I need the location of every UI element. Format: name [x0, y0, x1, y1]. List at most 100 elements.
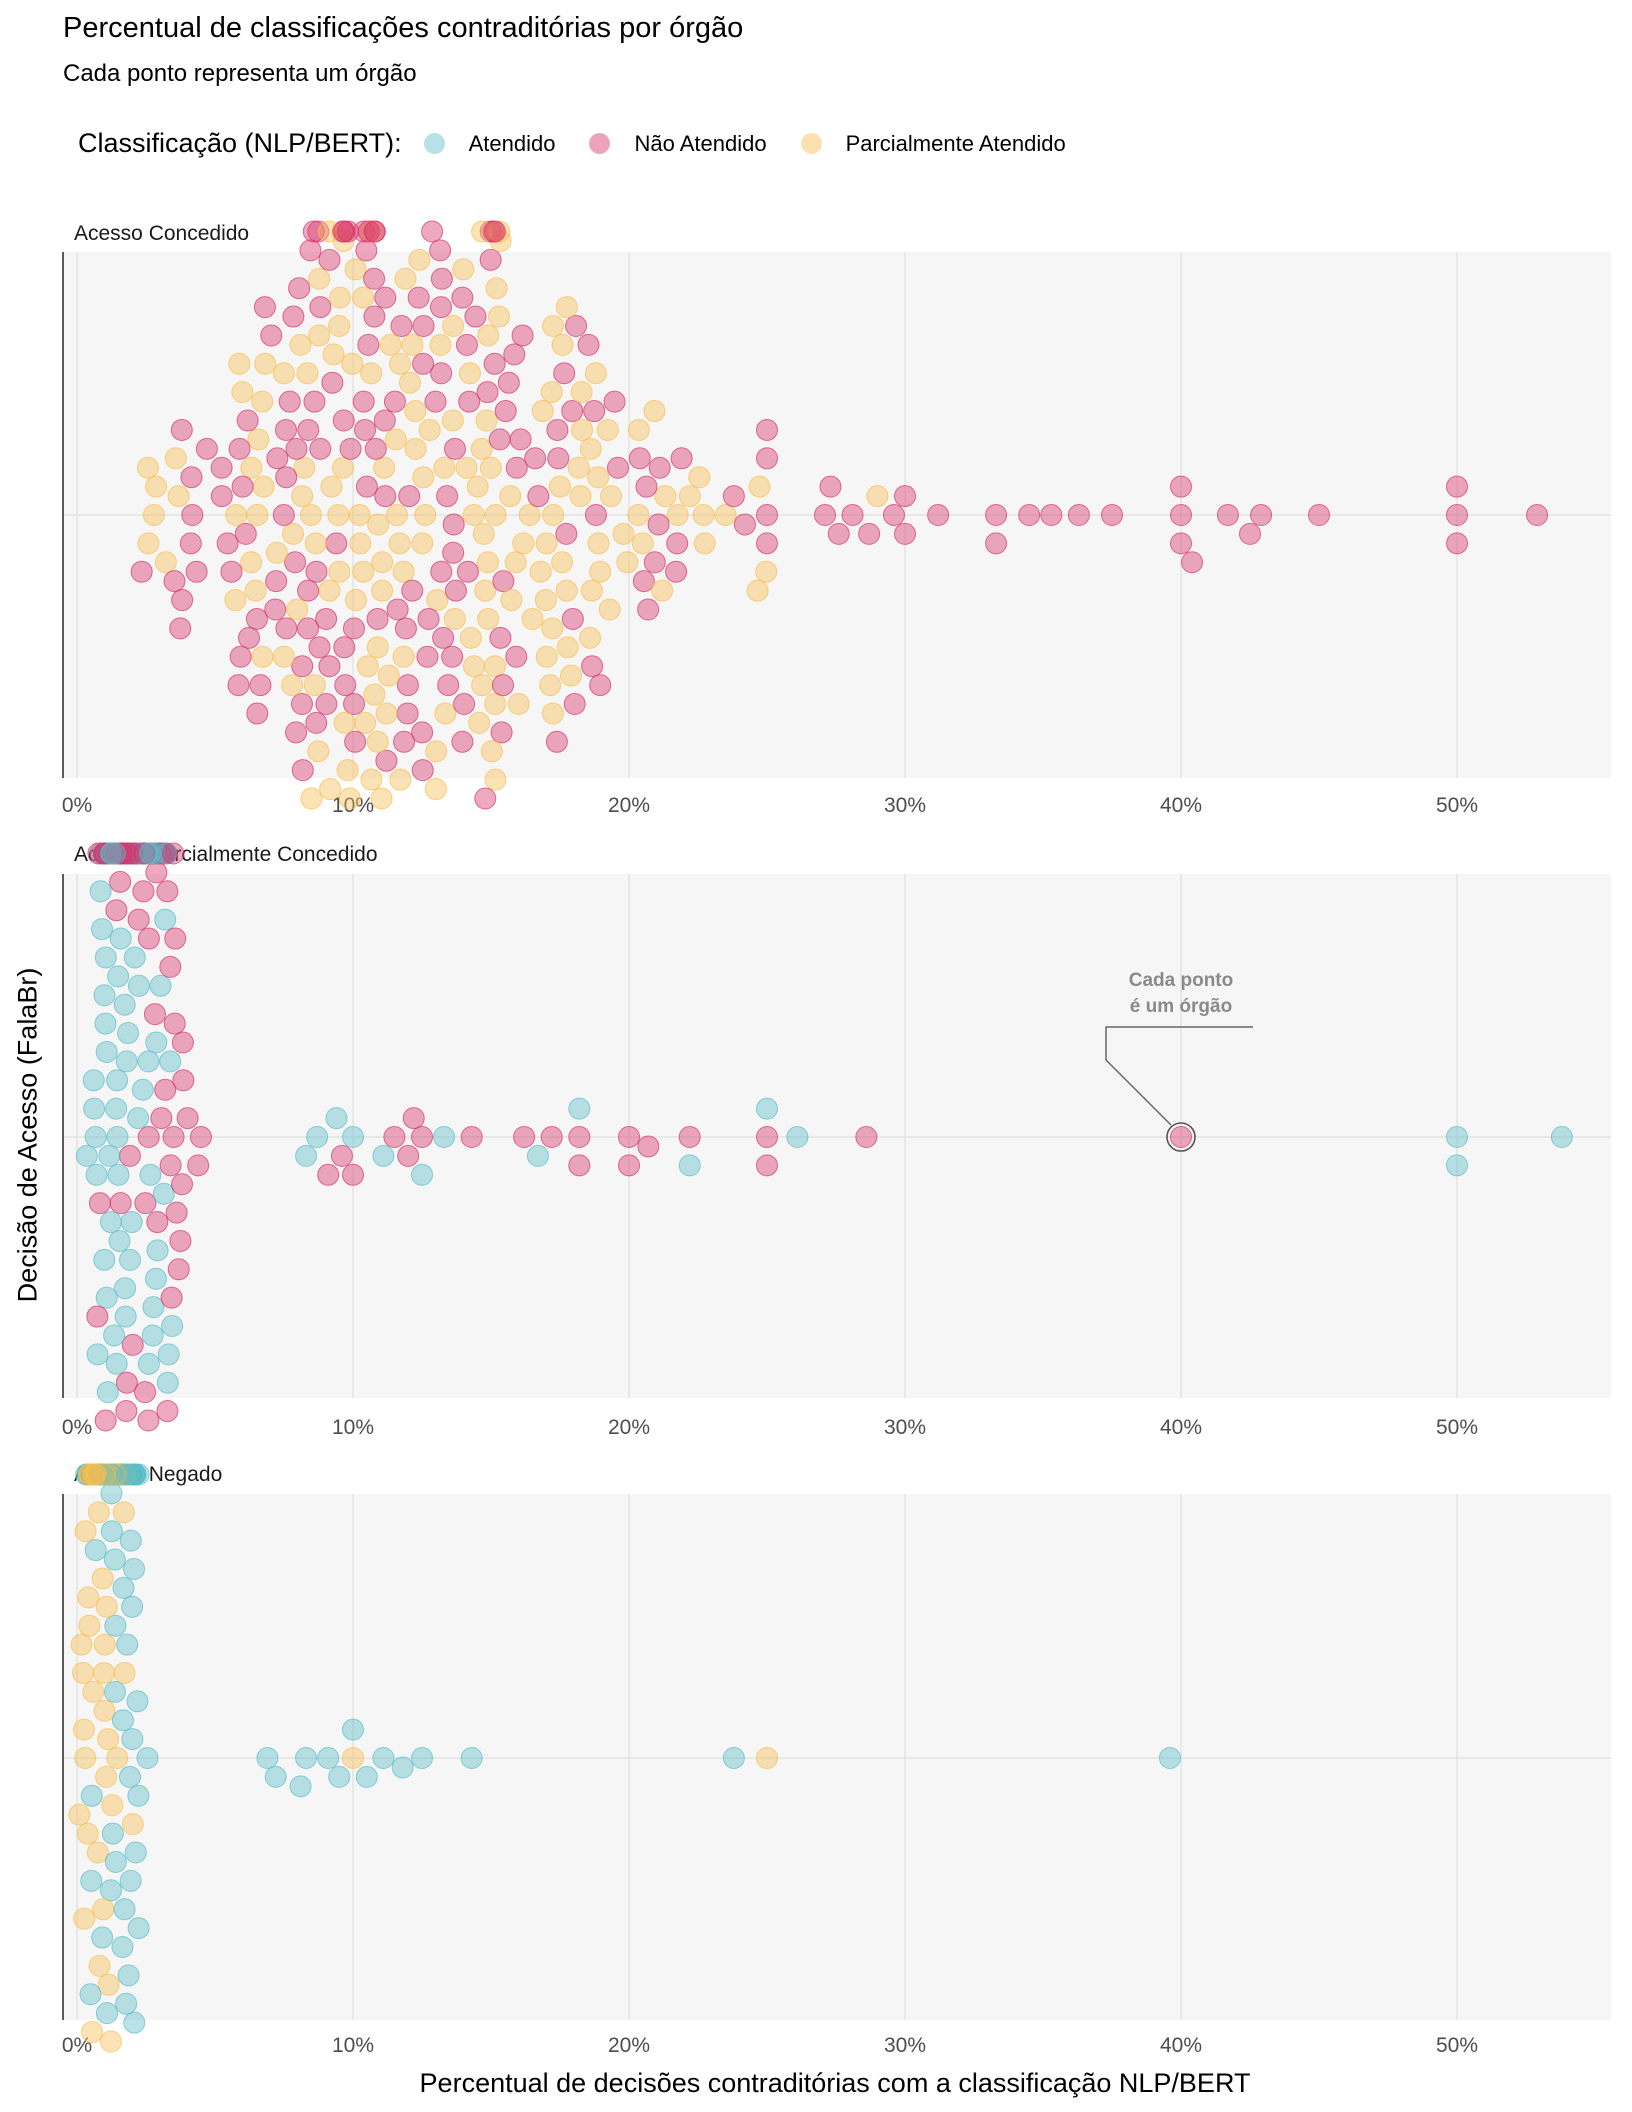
- data-point: [134, 1381, 157, 1404]
- data-point: [756, 418, 778, 441]
- data-point: [229, 645, 252, 668]
- legend-key-parcialmente-atendido: [800, 133, 822, 154]
- data-point: [637, 1135, 660, 1158]
- data-point: [616, 551, 639, 574]
- data-point: [364, 437, 387, 460]
- data-point: [1550, 1126, 1573, 1148]
- data-point: [1170, 1126, 1192, 1148]
- data-point: [370, 787, 393, 810]
- data-point: [104, 1614, 127, 1637]
- data-point: [156, 880, 179, 903]
- data-point: [143, 1003, 166, 1026]
- data-point: [210, 485, 233, 508]
- data-point: [429, 333, 452, 356]
- data-point: [164, 447, 187, 470]
- data-point: [443, 437, 466, 460]
- legend: Classificação (NLP/BERT): Atendido Não A…: [78, 128, 1100, 159]
- data-point: [568, 1097, 591, 1120]
- data-point: [342, 1126, 364, 1148]
- data-point: [570, 381, 593, 404]
- data-point: [453, 693, 476, 715]
- data-point: [81, 2021, 104, 2044]
- data-point: [627, 418, 650, 441]
- data-point: [114, 1277, 137, 1300]
- data-point: [275, 466, 298, 489]
- data-point: [503, 343, 526, 366]
- data-point: [144, 1267, 167, 1290]
- data-point: [260, 324, 283, 347]
- x-tick-label: 10%: [332, 1416, 374, 1439]
- data-point: [228, 352, 251, 375]
- data-point: [108, 1229, 131, 1252]
- data-point: [86, 1305, 109, 1328]
- data-point: [171, 589, 194, 612]
- data-point: [342, 617, 365, 640]
- data-point: [95, 1040, 118, 1063]
- data-point: [303, 674, 326, 697]
- data-point: [1446, 504, 1468, 526]
- data-point: [819, 475, 842, 498]
- data-point: [366, 636, 389, 659]
- data-point: [251, 645, 274, 668]
- data-point: [665, 560, 688, 583]
- data-point: [425, 740, 448, 763]
- data-point: [474, 787, 497, 810]
- data-point: [494, 400, 517, 423]
- x-tick-label: 10%: [332, 794, 374, 817]
- data-point: [92, 1661, 115, 1684]
- data-point: [265, 570, 288, 593]
- data-point: [265, 541, 288, 564]
- data-point: [541, 702, 564, 725]
- data-point: [272, 362, 295, 385]
- data-point: [389, 768, 412, 791]
- data-point: [195, 437, 218, 460]
- data-point: [786, 1126, 809, 1148]
- data-point: [489, 626, 512, 649]
- data-point: [111, 1936, 134, 1958]
- data-point: [518, 504, 541, 526]
- x-tick-label: 50%: [1436, 1416, 1478, 1439]
- data-point: [603, 390, 626, 413]
- data-point: [322, 343, 345, 366]
- data-point: [308, 267, 331, 290]
- data-point: [137, 927, 160, 950]
- panel-background: [63, 874, 1611, 1398]
- data-point: [384, 428, 407, 451]
- data-point: [397, 1144, 420, 1167]
- data-point: [121, 1728, 144, 1751]
- data-point: [169, 1229, 192, 1252]
- data-point: [331, 456, 354, 479]
- data-point: [107, 965, 130, 988]
- annotation-line1: Cada ponto: [1129, 970, 1234, 991]
- data-point: [722, 1747, 745, 1769]
- data-point: [245, 607, 268, 630]
- data-point: [133, 842, 156, 865]
- data-point: [363, 267, 386, 290]
- data-point: [426, 589, 449, 612]
- data-point: [396, 702, 419, 725]
- data-point: [416, 645, 439, 668]
- data-point: [756, 1747, 778, 1769]
- data-point: [568, 1154, 591, 1177]
- data-point: [134, 1192, 157, 1215]
- data-point: [120, 842, 143, 865]
- data-point: [84, 1126, 107, 1148]
- data-point: [185, 560, 208, 583]
- data-point: [1181, 551, 1204, 574]
- data-point: [357, 220, 380, 243]
- data-point: [354, 418, 377, 441]
- data-point: [96, 1381, 119, 1404]
- annotation-highlight-ring: [1166, 1122, 1196, 1152]
- data-point: [648, 456, 671, 479]
- data-point: [247, 428, 270, 451]
- data-point: [567, 456, 590, 479]
- data-point: [305, 711, 328, 734]
- x-tick-label: 30%: [884, 1416, 926, 1439]
- data-point: [281, 674, 304, 697]
- data-point: [372, 1144, 395, 1167]
- data-point: [1101, 504, 1123, 526]
- data-point: [480, 740, 503, 763]
- data-point: [584, 504, 607, 526]
- data-point: [103, 1324, 126, 1347]
- data-point: [285, 437, 308, 460]
